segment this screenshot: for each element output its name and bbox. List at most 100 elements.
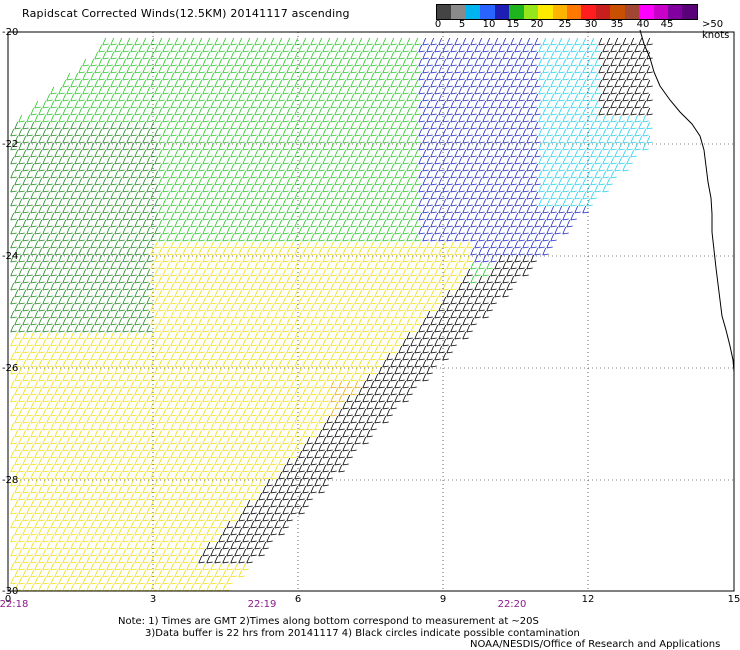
wind-barb bbox=[186, 58, 193, 67]
wind-barb bbox=[182, 555, 189, 564]
wind-barb bbox=[114, 72, 121, 81]
wind-barb bbox=[346, 170, 353, 179]
wind-barb bbox=[238, 51, 245, 60]
wind-barb bbox=[18, 128, 25, 137]
wind-barb bbox=[270, 401, 277, 410]
wind-barb bbox=[590, 37, 597, 46]
wind-barb bbox=[242, 324, 249, 333]
wind-barb bbox=[86, 79, 93, 88]
wind-barb bbox=[118, 303, 125, 312]
wind-barb bbox=[298, 268, 305, 277]
wind-barb bbox=[134, 149, 141, 158]
wind-barb bbox=[162, 422, 169, 431]
wind-barb bbox=[166, 345, 173, 354]
wind-barb bbox=[290, 142, 297, 151]
wind-barb bbox=[306, 184, 313, 193]
wind-barb bbox=[414, 65, 421, 74]
wind-barb bbox=[426, 128, 433, 137]
wind-barb bbox=[42, 296, 49, 305]
wind-barb bbox=[46, 499, 53, 508]
wind-barb bbox=[442, 352, 449, 361]
wind-barb bbox=[134, 51, 141, 60]
wind-barb bbox=[214, 485, 221, 494]
wind-barb bbox=[374, 51, 381, 60]
wind-barb bbox=[122, 506, 129, 515]
wind-barb bbox=[410, 366, 417, 375]
wind-barb bbox=[278, 345, 285, 354]
wind-barb bbox=[130, 478, 137, 487]
wind-barb bbox=[242, 170, 249, 179]
wind-barb bbox=[130, 114, 137, 123]
wind-barb bbox=[246, 345, 253, 354]
wind-barb bbox=[162, 114, 169, 123]
wind-barb bbox=[202, 156, 209, 165]
wind-barb bbox=[470, 65, 477, 74]
wind-barb bbox=[334, 51, 341, 60]
wind-barb bbox=[394, 184, 401, 193]
wind-barb bbox=[30, 471, 37, 480]
wind-barb bbox=[298, 58, 305, 67]
wind-barb bbox=[482, 44, 489, 53]
wind-barb bbox=[330, 394, 337, 403]
wind-barb bbox=[226, 408, 233, 417]
wind-barb bbox=[170, 282, 177, 291]
wind-barb bbox=[498, 282, 505, 291]
wind-barb bbox=[70, 303, 77, 312]
wind-barb bbox=[286, 317, 293, 326]
wind-barb bbox=[298, 212, 305, 221]
wind-barb bbox=[626, 128, 633, 137]
wind-barb bbox=[406, 205, 413, 214]
wind-barb bbox=[270, 387, 277, 396]
wind-barb bbox=[302, 219, 309, 228]
wind-barb bbox=[282, 58, 289, 67]
wind-barb bbox=[294, 345, 301, 354]
wind-barb bbox=[638, 65, 645, 74]
wind-barb bbox=[326, 205, 333, 214]
wind-barb bbox=[278, 485, 285, 494]
wind-barb bbox=[86, 541, 93, 550]
wind-barb bbox=[78, 219, 85, 228]
wind-barb bbox=[222, 429, 229, 438]
wind-barb bbox=[158, 219, 165, 228]
wind-barb bbox=[338, 324, 345, 333]
wind-barb bbox=[118, 93, 125, 102]
wind-barb bbox=[14, 205, 21, 214]
wind-barb bbox=[586, 44, 593, 53]
wind-barb bbox=[334, 121, 341, 130]
wind-barb bbox=[454, 247, 461, 256]
wind-barb bbox=[30, 541, 37, 550]
wind-barb bbox=[242, 44, 249, 53]
wind-barb bbox=[90, 156, 97, 165]
wind-barb bbox=[366, 317, 373, 326]
wind-barb bbox=[330, 44, 337, 53]
wind-barb bbox=[318, 303, 325, 312]
wind-barb bbox=[394, 380, 401, 389]
wind-barb bbox=[314, 142, 321, 151]
wind-barb bbox=[30, 485, 37, 494]
wind-barb bbox=[418, 100, 425, 109]
wind-barb bbox=[90, 436, 97, 445]
wind-barb bbox=[242, 492, 249, 501]
wind-barb bbox=[322, 310, 329, 319]
wind-barb bbox=[114, 436, 121, 445]
wind-barb bbox=[82, 422, 89, 431]
wind-barb bbox=[194, 422, 201, 431]
wind-barb bbox=[642, 114, 649, 123]
wind-barb bbox=[438, 37, 445, 46]
wind-barb bbox=[222, 191, 229, 200]
wind-barb bbox=[62, 289, 69, 298]
wind-barb bbox=[162, 506, 169, 515]
wind-barb bbox=[146, 422, 153, 431]
wind-barb bbox=[566, 163, 573, 172]
wind-barb bbox=[390, 387, 397, 396]
wind-barb bbox=[242, 114, 249, 123]
wind-barb bbox=[542, 121, 549, 130]
wind-barb bbox=[506, 72, 513, 81]
wind-barb bbox=[74, 310, 81, 319]
wind-barb bbox=[606, 121, 613, 130]
wind-barb bbox=[298, 422, 305, 431]
wind-barb bbox=[362, 380, 369, 389]
wind-barb bbox=[406, 289, 413, 298]
wind-barb bbox=[290, 478, 297, 487]
wind-barb bbox=[250, 436, 257, 445]
